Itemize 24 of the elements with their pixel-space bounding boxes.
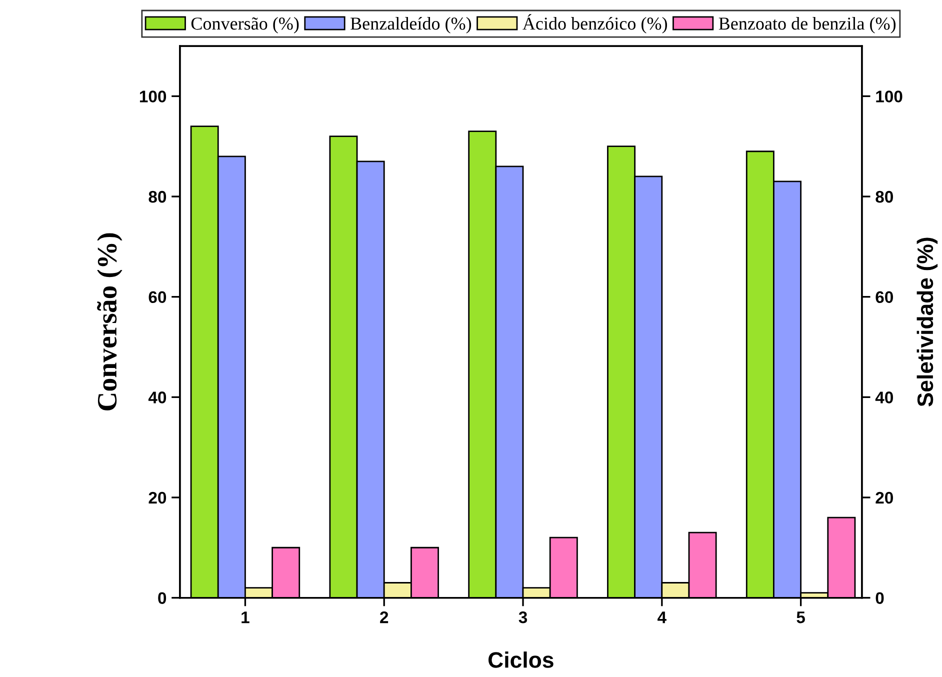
y2-tick-label: 0 (876, 592, 884, 604)
y2-tick-label: 80 (876, 190, 893, 203)
y-tick-label: 20 (148, 492, 166, 504)
y-tick-label: 100 (140, 90, 166, 102)
x-axis-title: Ciclos (488, 652, 554, 668)
y2-axis-title: Seletividade (%) (916, 238, 938, 406)
x-tick-label: 5 (796, 612, 805, 624)
x-tick-label: 3 (518, 611, 528, 624)
y2-tick-label: 40 (875, 392, 893, 404)
y-tick-label: 60 (148, 291, 166, 304)
legend-label: Conversão (%) (191, 17, 299, 34)
y-tick-label: 0 (158, 592, 166, 604)
y-tick-label: 80 (148, 190, 166, 203)
legend-label: Ácido benzóico (%) (522, 14, 667, 34)
x-tick-label: 2 (380, 611, 388, 624)
legend-label: Benzaldeído (%) (350, 17, 472, 34)
y2-tick-label: 20 (876, 492, 893, 504)
y2-tick-label: 60 (876, 291, 893, 304)
y-tick-label: 40 (148, 392, 166, 404)
y2-tick-label: 100 (876, 90, 902, 102)
legend-label: Benzoato de benzila (%) (718, 17, 896, 34)
y-axis-title: Conversão (%) (97, 233, 122, 410)
x-tick-label: 4 (658, 612, 666, 624)
x-tick-label: 1 (242, 612, 250, 624)
